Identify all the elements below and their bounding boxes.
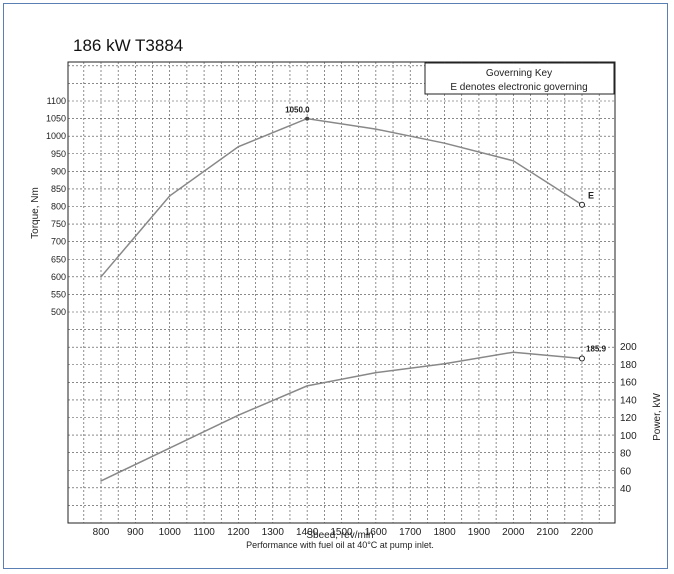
power-tick-label: 140 [620,395,637,406]
power-point [237,414,240,417]
torque-peak-marker [305,116,310,121]
torque-tick-label: 1000 [46,131,66,141]
x-axis-label: Sbeed, rev/min [306,530,373,541]
power-tick-label: 180 [620,360,637,371]
torque-tick-label: 750 [51,219,66,229]
x-tick-label: 1000 [159,527,182,538]
power-tick-label: 200 [620,342,637,353]
legend-text: E denotes electronic governing [450,82,587,93]
x-tick-label: 800 [93,527,110,538]
x-tick-label: 1600 [365,527,388,538]
torque-tick-label: 550 [51,289,66,299]
power-axis-label: Power, kW [652,393,663,441]
x-tick-label: 900 [127,527,144,538]
torque-tick-label: 500 [51,307,66,317]
torque-point [168,195,171,197]
page-title: 186 kW T3884 [73,36,184,55]
x-tick-label: 1700 [399,527,422,538]
torque-axis-label: Torque, Nm [30,187,41,239]
legend-title: Governing Key [486,68,552,79]
x-tick-label: 2200 [571,527,594,538]
power-point [375,371,377,374]
power-point [168,447,171,449]
torque-tick-label: 1100 [47,96,66,106]
torque-tick-label: 700 [51,237,66,247]
x-tick-label: 1300 [262,527,285,538]
torque-point [237,145,240,148]
power-end-marker [579,355,585,362]
power-point [443,362,446,365]
x-tick-label: 1900 [468,527,491,538]
torque-point [443,142,446,144]
power-point [306,385,308,387]
x-tick-label: 2000 [502,527,525,538]
power-curve [100,351,583,482]
torque-point [100,276,102,278]
x-tick-label: 1800 [433,527,456,538]
torque-tick-label: 1050 [46,114,66,124]
x-tick-label: 1200 [227,527,250,538]
torque-tick-label: 900 [51,166,66,176]
torque-peak-label: 1050.0 [285,106,310,115]
power-tick-label: 60 [620,466,632,477]
torque-tick-label: 800 [51,202,66,212]
power-tick-label: 100 [620,431,637,442]
torque-tick-label: 950 [51,149,66,159]
x-tick-label: 1100 [193,527,215,538]
chart-grid [67,61,616,524]
power-point [100,480,102,482]
x-tick-label: 1400 [296,527,319,538]
torque-curve [100,117,583,278]
legend-box: Governing Key E denotes electronic gover… [424,62,615,95]
x-tick-label: 1500 [330,527,353,538]
torque-point [512,159,515,162]
power-end-label: 185.9 [586,345,607,354]
power-tick-label: 80 [620,449,632,460]
chart-caption: Performance with fuel oil at 40°C at pum… [246,540,434,550]
torque-tick-label: 650 [51,254,66,264]
torque-tick-label: 850 [51,184,66,194]
torque-end-label: E [588,191,594,201]
power-tick-label: 40 [620,484,632,495]
torque-point [375,128,377,130]
power-point [512,351,515,354]
torque-end-marker [579,201,585,208]
x-tick-label: 2100 [537,527,560,538]
torque-tick-label: 600 [51,272,66,282]
power-tick-label: 160 [620,378,637,389]
power-tick-label: 120 [620,413,637,424]
